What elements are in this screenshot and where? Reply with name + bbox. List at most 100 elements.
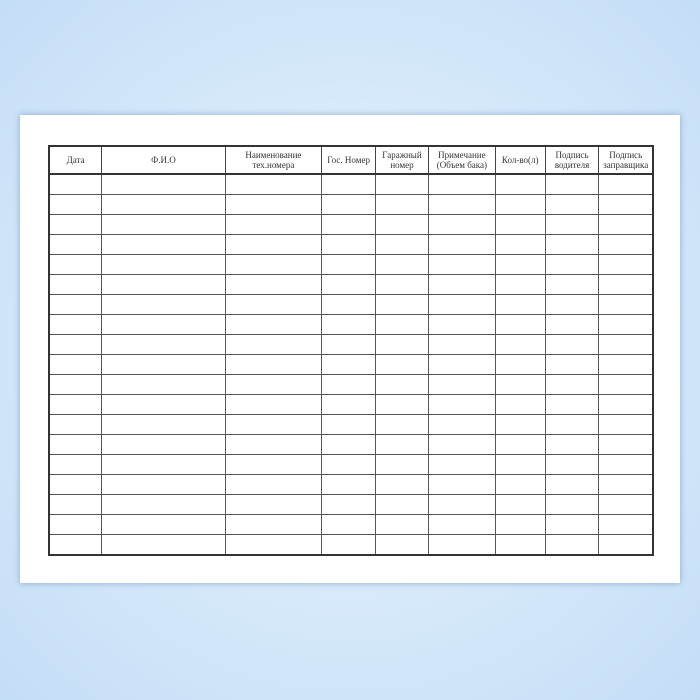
- cell-fueler-signature: [598, 374, 654, 395]
- cell-garage-number: [375, 414, 429, 435]
- cell-vehicle-name: [224, 394, 323, 415]
- cell-driver-signature: [544, 434, 600, 455]
- cell-vehicle-name: [224, 194, 323, 215]
- column-header-fio: Ф.И.О: [101, 145, 226, 175]
- cell-garage-number: [375, 494, 429, 515]
- cell-plate-number: [321, 434, 377, 455]
- cell-fueler-signature: [598, 434, 654, 455]
- cell-date: [48, 173, 103, 195]
- cell-driver-signature: [544, 534, 600, 556]
- cell-plate-number: [321, 374, 377, 395]
- cell-plate-number: [321, 274, 377, 295]
- cell-driver-signature: [544, 334, 600, 355]
- cell-note-tank-volume: [427, 434, 496, 455]
- cell-date: [48, 494, 103, 515]
- cell-fueler-signature: [598, 534, 654, 556]
- cell-driver-signature: [544, 214, 600, 235]
- header-line2: водителя: [554, 160, 590, 170]
- table-row: [48, 234, 654, 255]
- column-header-note-tank-volume: Примечание (Объем бака): [427, 145, 496, 175]
- cell-note-tank-volume: [427, 254, 496, 275]
- column-header-fueler-signature: Подпись заправщика: [598, 145, 654, 175]
- cell-fueler-signature: [598, 234, 654, 255]
- cell-vehicle-name: [224, 334, 323, 355]
- cell-fueler-signature: [598, 194, 654, 215]
- cell-garage-number: [375, 294, 429, 315]
- cell-garage-number: [375, 314, 429, 335]
- cell-fueler-signature: [598, 394, 654, 415]
- cell-quantity-liters: [494, 474, 546, 495]
- table-row: [48, 314, 654, 335]
- cell-vehicle-name: [224, 354, 323, 375]
- cell-note-tank-volume: [427, 514, 496, 535]
- cell-fueler-signature: [598, 414, 654, 435]
- cell-note-tank-volume: [427, 334, 496, 355]
- cell-note-tank-volume: [427, 414, 496, 435]
- cell-fio: [101, 314, 226, 335]
- cell-plate-number: [321, 234, 377, 255]
- cell-note-tank-volume: [427, 274, 496, 295]
- header-line1: Гаражный: [382, 150, 422, 160]
- cell-date: [48, 474, 103, 495]
- cell-quantity-liters: [494, 294, 546, 315]
- cell-fio: [101, 494, 226, 515]
- cell-driver-signature: [544, 414, 600, 435]
- cell-date: [48, 534, 103, 556]
- cell-quantity-liters: [494, 434, 546, 455]
- header-line1: Ф.И.О: [151, 155, 176, 165]
- cell-vehicle-name: [224, 274, 323, 295]
- cell-fueler-signature: [598, 254, 654, 275]
- cell-date: [48, 374, 103, 395]
- cell-quantity-liters: [494, 254, 546, 275]
- cell-vehicle-name: [224, 173, 323, 195]
- cell-note-tank-volume: [427, 454, 496, 475]
- cell-vehicle-name: [224, 474, 323, 495]
- cell-plate-number: [321, 414, 377, 435]
- table-row: [48, 334, 654, 355]
- cell-fio: [101, 374, 226, 395]
- cell-vehicle-name: [224, 514, 323, 535]
- cell-fio: [101, 414, 226, 435]
- cell-fueler-signature: [598, 474, 654, 495]
- cell-quantity-liters: [494, 334, 546, 355]
- cell-date: [48, 514, 103, 535]
- header-line2: (Объем бака): [436, 160, 487, 170]
- cell-driver-signature: [544, 514, 600, 535]
- cell-plate-number: [321, 194, 377, 215]
- cell-garage-number: [375, 514, 429, 535]
- cell-date: [48, 294, 103, 315]
- cell-date: [48, 334, 103, 355]
- cell-quantity-liters: [494, 173, 546, 195]
- cell-plate-number: [321, 254, 377, 275]
- cell-fio: [101, 534, 226, 556]
- cell-fio: [101, 274, 226, 295]
- cell-date: [48, 454, 103, 475]
- cell-note-tank-volume: [427, 294, 496, 315]
- cell-note-tank-volume: [427, 394, 496, 415]
- cell-driver-signature: [544, 274, 600, 295]
- cell-driver-signature: [544, 474, 600, 495]
- cell-fio: [101, 294, 226, 315]
- header-line1: Наименование: [245, 150, 302, 160]
- cell-fueler-signature: [598, 173, 654, 195]
- cell-plate-number: [321, 334, 377, 355]
- table-row: [48, 194, 654, 215]
- header-line1: Дата: [66, 155, 85, 165]
- table-row: [48, 514, 654, 535]
- cell-note-tank-volume: [427, 354, 496, 375]
- cell-plate-number: [321, 474, 377, 495]
- cell-quantity-liters: [494, 234, 546, 255]
- table-row: [48, 494, 654, 515]
- cell-fio: [101, 234, 226, 255]
- cell-garage-number: [375, 354, 429, 375]
- cell-fio: [101, 454, 226, 475]
- cell-driver-signature: [544, 394, 600, 415]
- cell-plate-number: [321, 354, 377, 375]
- cell-date: [48, 214, 103, 235]
- cell-quantity-liters: [494, 494, 546, 515]
- cell-quantity-liters: [494, 214, 546, 235]
- cell-driver-signature: [544, 314, 600, 335]
- cell-quantity-liters: [494, 274, 546, 295]
- cell-note-tank-volume: [427, 194, 496, 215]
- cell-date: [48, 314, 103, 335]
